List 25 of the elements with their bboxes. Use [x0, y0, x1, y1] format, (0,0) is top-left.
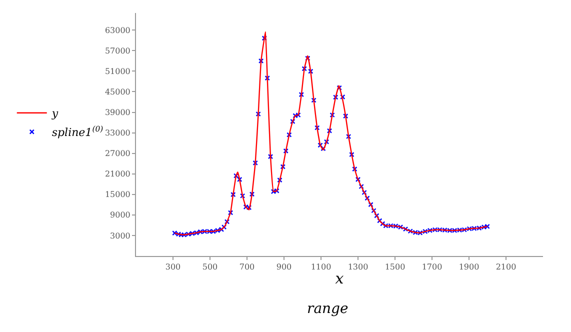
y-tick-label: 51000: [104, 66, 130, 76]
y-tick-label: 15000: [104, 190, 130, 200]
x-tick-label: 1700: [422, 262, 442, 272]
x-tick-label: 1300: [348, 262, 368, 272]
x-axis-title: x: [335, 270, 344, 288]
x-tick-label: 500: [202, 262, 218, 272]
text: range: [307, 301, 348, 317]
y-tick-label: 63000: [104, 26, 130, 35]
y-tick-label: 39000: [104, 108, 130, 118]
x-tick-label: 1500: [384, 262, 406, 272]
y-tick-label: 27000: [104, 149, 130, 158]
legend-label: y: [50, 107, 59, 120]
x-tick-label: 2100: [496, 262, 516, 272]
legend-label: spline1$^{(0)}$: [52, 124, 104, 140]
y-tick-label: 33000: [104, 128, 130, 138]
y-tick-label: 45000: [104, 88, 130, 97]
y-tick-label: 57000: [104, 46, 130, 56]
x-tick-label: 700: [239, 262, 255, 272]
x-tick-label: 1900: [458, 262, 480, 272]
x-tick-label: 1100: [310, 262, 332, 272]
y-tick-label: 21000: [104, 170, 130, 179]
y-tick-label: 9000: [110, 210, 130, 220]
x-tick-label: 300: [165, 262, 181, 272]
y-tick-label: 3000: [110, 231, 130, 240]
x-tick-label: 900: [276, 262, 292, 272]
